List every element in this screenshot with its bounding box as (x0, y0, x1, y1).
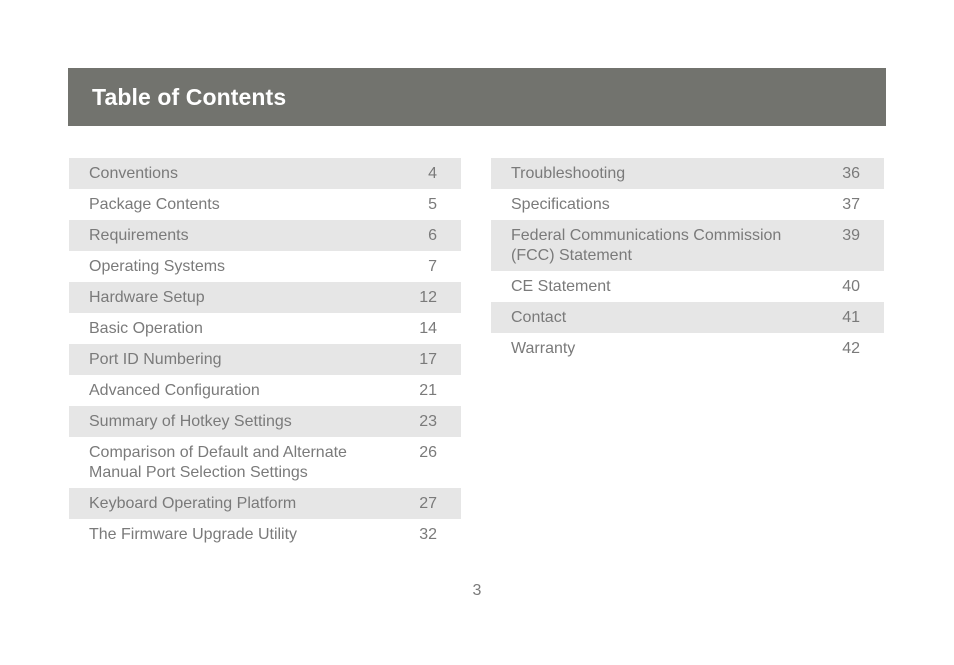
toc-entry[interactable]: Troubleshooting 36 (491, 158, 884, 189)
toc-entry-title: Warranty (511, 340, 576, 357)
toc-left-column: Conventions 4 Package Contents 5 Require… (69, 158, 461, 550)
toc-entry-page: 41 (842, 309, 860, 326)
toc-entry-title: Conventions (89, 165, 178, 182)
toc-entry[interactable]: Summary of Hotkey Settings 23 (69, 406, 461, 437)
page-number: 3 (472, 582, 482, 599)
toc-entry-page: 27 (419, 495, 437, 512)
toc-entry-page: 12 (419, 289, 437, 306)
toc-entry[interactable]: Keyboard Operating Platform 27 (69, 488, 461, 519)
toc-entry-page: 37 (842, 196, 860, 213)
toc-entry-page: 21 (419, 382, 437, 399)
toc-entry[interactable]: CE Statement 40 (491, 271, 884, 302)
toc-entry[interactable]: Requirements 6 (69, 220, 461, 251)
toc-entry-title: Port ID Numbering (89, 351, 222, 368)
toc-entry[interactable]: Specifications 37 (491, 189, 884, 220)
toc-entry-title: Hardware Setup (89, 289, 205, 306)
toc-entry-page: 32 (419, 526, 437, 543)
toc-entry-title: Federal Communications Commission (FCC) … (511, 227, 782, 264)
toc-entry-title: Keyboard Operating Platform (89, 495, 297, 512)
toc-entry-title: Advanced Configuration (89, 382, 260, 399)
toc-entry-title: Contact (511, 309, 567, 326)
toc-entry-title: Summary of Hotkey Settings (89, 413, 292, 430)
toc-entry[interactable]: The Firmware Upgrade Utility 32 (69, 519, 461, 550)
toc-entry[interactable]: Advanced Configuration 21 (69, 375, 461, 406)
toc-entry-title: Basic Operation (89, 320, 203, 337)
toc-entry-title: Requirements (89, 227, 189, 244)
toc-entry-page: 39 (842, 227, 860, 244)
toc-entry[interactable]: Federal Communications Commission (FCC) … (491, 220, 884, 271)
toc-entry[interactable]: Hardware Setup 12 (69, 282, 461, 313)
toc-entry-title: Package Contents (89, 196, 220, 213)
toc-entry[interactable]: Basic Operation 14 (69, 313, 461, 344)
toc-entry-page: 36 (842, 165, 860, 182)
toc-entry-page: 42 (842, 340, 860, 357)
toc-entry-title: Troubleshooting (511, 165, 626, 182)
toc-entry-page: 6 (428, 227, 437, 244)
toc-entry-page: 5 (428, 196, 437, 213)
toc-entry-page: 17 (419, 351, 437, 368)
toc-entry[interactable]: Comparison of Default and Alternate Manu… (69, 437, 461, 488)
toc-right-column: Troubleshooting 36 Specifications 37 Fed… (491, 158, 884, 364)
toc-entry[interactable]: Port ID Numbering 17 (69, 344, 461, 375)
toc-entry[interactable]: Operating Systems 7 (69, 251, 461, 282)
toc-entry[interactable]: Conventions 4 (69, 158, 461, 189)
toc-entry-page: 14 (419, 320, 437, 337)
toc-entry-title: The Firmware Upgrade Utility (89, 526, 298, 543)
toc-entry-page: 4 (428, 165, 437, 182)
toc-entry-page: 26 (419, 444, 437, 461)
toc-entry[interactable]: Contact 41 (491, 302, 884, 333)
toc-entry[interactable]: Package Contents 5 (69, 189, 461, 220)
page-title: Table of Contents (92, 83, 287, 110)
toc-entry-page: 23 (419, 413, 437, 430)
toc-entry-page: 7 (428, 258, 437, 275)
header-bar: Table of Contents (68, 68, 886, 126)
toc-entry-title: Specifications (511, 196, 610, 213)
toc-entry-title: Operating Systems (89, 258, 226, 275)
toc-entry-title: Comparison of Default and Alternate Manu… (89, 444, 347, 481)
toc-entry-page: 40 (842, 278, 860, 295)
toc-entry[interactable]: Warranty 42 (491, 333, 884, 364)
toc-entry-title: CE Statement (511, 278, 611, 295)
